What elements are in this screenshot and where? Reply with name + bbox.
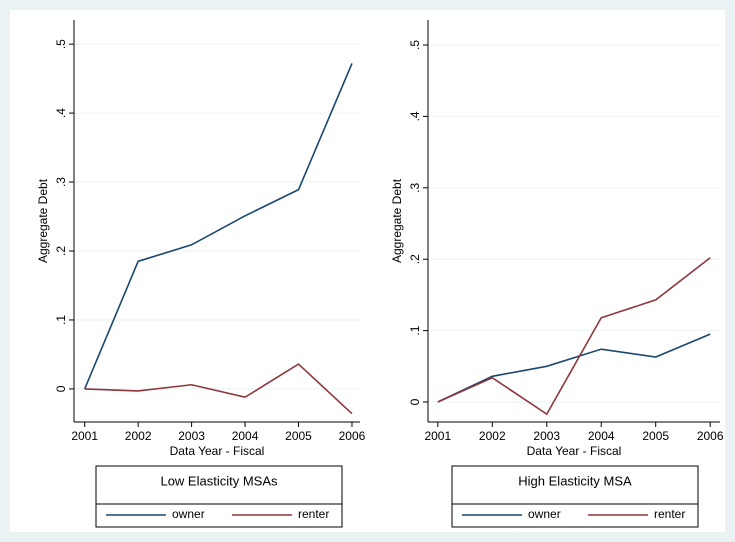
legend-label: owner bbox=[172, 507, 205, 521]
x-tick-label: 2001 bbox=[71, 429, 98, 443]
series-line bbox=[437, 257, 711, 416]
legend-label: renter bbox=[654, 507, 685, 521]
x-tick-label: 2005 bbox=[642, 429, 669, 443]
y-axis-title: Aggregate Debt bbox=[390, 178, 404, 263]
legend-title: Low Elasticity MSAs bbox=[160, 473, 278, 488]
y-tick-label: .2 bbox=[408, 254, 422, 264]
series-line bbox=[83, 63, 353, 390]
y-tick-label: .5 bbox=[408, 40, 422, 50]
legend-label: renter bbox=[298, 507, 329, 521]
y-tick-label: .4 bbox=[54, 108, 68, 118]
y-tick-label: .3 bbox=[54, 177, 68, 187]
y-tick-label: .1 bbox=[408, 325, 422, 335]
legend-keys-box bbox=[451, 503, 699, 528]
x-tick-label: 2005 bbox=[285, 429, 312, 443]
y-tick-label: .1 bbox=[54, 315, 68, 325]
legend-box bbox=[95, 465, 343, 528]
x-axis-title: Data Year - Fiscal bbox=[170, 444, 265, 458]
graph-region bbox=[10, 10, 725, 532]
legend-title: High Elasticity MSA bbox=[518, 473, 632, 488]
y-tick-label: .3 bbox=[408, 182, 422, 192]
y-axis-title: Aggregate Debt bbox=[36, 178, 50, 263]
x-tick-label: 2006 bbox=[339, 429, 366, 443]
x-tick-label: 2001 bbox=[424, 429, 451, 443]
x-axis-title: Data Year - Fiscal bbox=[527, 444, 622, 458]
y-tick-label: .4 bbox=[408, 111, 422, 121]
y-tick-label: .5 bbox=[54, 39, 68, 49]
legend-box bbox=[451, 465, 699, 528]
x-tick-label: 2002 bbox=[125, 429, 152, 443]
y-tick-label: .2 bbox=[54, 246, 68, 256]
x-tick-label: 2002 bbox=[479, 429, 506, 443]
y-tick-label: 0 bbox=[54, 385, 68, 392]
series-line bbox=[84, 363, 353, 415]
y-tick-label: 0 bbox=[408, 398, 422, 405]
x-tick-label: 2003 bbox=[178, 429, 205, 443]
series-line bbox=[437, 333, 711, 403]
x-tick-label: 2006 bbox=[697, 429, 724, 443]
x-tick-label: 2003 bbox=[533, 429, 560, 443]
x-tick-label: 2004 bbox=[588, 429, 615, 443]
legend-label: owner bbox=[528, 507, 561, 521]
legend-keys-box bbox=[95, 503, 343, 528]
x-tick-label: 2004 bbox=[232, 429, 259, 443]
